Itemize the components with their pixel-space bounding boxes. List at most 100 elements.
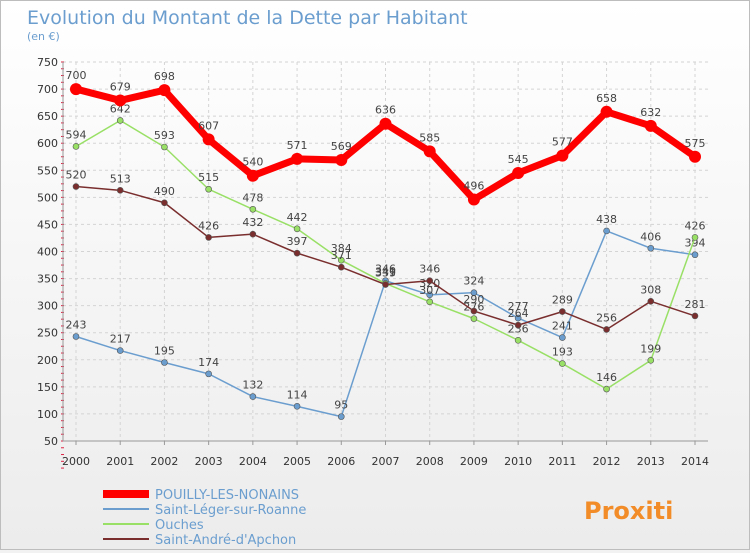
x-tick-label: 2000 <box>62 455 90 468</box>
data-label: 281 <box>685 298 706 311</box>
axes: 2000 2001 2002 2003 2004 2005 2006 2007 2008 2009… <box>37 56 709 469</box>
data-label: 577 <box>552 136 573 149</box>
data-point <box>423 145 436 158</box>
data-point <box>202 133 215 146</box>
data-label: 700 <box>66 69 87 82</box>
data-label: 195 <box>154 344 175 357</box>
data-point <box>161 359 168 366</box>
data-label: 174 <box>198 356 219 369</box>
data-point <box>559 360 566 367</box>
data-point <box>470 307 478 315</box>
y-tick-label: 450 <box>37 218 58 231</box>
data-point <box>644 119 657 132</box>
data-label: 636 <box>375 104 396 117</box>
y-tick-label: 200 <box>37 354 58 367</box>
data-point <box>335 153 348 166</box>
data-label: 585 <box>419 131 440 144</box>
data-label: 593 <box>154 129 175 142</box>
x-tick-label: 2007 <box>372 455 400 468</box>
data-point <box>559 334 566 341</box>
data-label: 520 <box>66 169 87 182</box>
data-label: 394 <box>685 237 706 250</box>
data-label: 346 <box>419 263 440 276</box>
data-label: 513 <box>110 172 131 185</box>
data-label: 256 <box>596 311 617 324</box>
data-label: 236 <box>508 322 529 335</box>
y-tick-label: 700 <box>37 83 58 96</box>
data-point <box>691 234 699 241</box>
y-tick-label: 400 <box>37 246 58 259</box>
data-label: 571 <box>287 139 308 152</box>
data-label: 241 <box>552 320 573 333</box>
chart-title: Evolution du Montant de la Dette par Hab… <box>27 7 468 29</box>
data-label: 264 <box>508 307 529 320</box>
data-label: 426 <box>198 219 219 232</box>
data-label: 496 <box>463 180 484 193</box>
data-point <box>70 83 82 96</box>
x-tick-label: 2006 <box>327 455 355 468</box>
data-point <box>116 117 124 124</box>
x-tick-label: 2002 <box>150 455 178 468</box>
data-point <box>337 263 345 271</box>
data-label: 289 <box>552 294 573 307</box>
data-point <box>689 150 701 163</box>
data-label: 426 <box>685 219 706 232</box>
data-point <box>647 357 655 364</box>
data-label: 95 <box>334 399 348 412</box>
data-label: 442 <box>287 211 308 224</box>
data-label: 658 <box>596 92 617 105</box>
data-label: 324 <box>463 275 484 288</box>
data-point <box>514 314 522 322</box>
data-point <box>514 336 522 344</box>
data-label: 438 <box>596 213 617 226</box>
data-label: 308 <box>640 283 661 296</box>
x-tick-label: 2003 <box>195 455 223 468</box>
data-point <box>337 413 345 420</box>
legend-label: Saint-André-d'Apchon <box>155 533 296 548</box>
data-point <box>559 308 566 315</box>
x-tick-label: 2009 <box>460 455 488 468</box>
chart-subtitle: (en €) <box>27 30 60 43</box>
data-point <box>647 244 655 252</box>
legend-label: POUILLY-LES-NONAINS <box>155 488 299 503</box>
x-tick-label: 2010 <box>504 455 532 468</box>
data-label: 341 <box>375 265 396 278</box>
data-label: 290 <box>463 293 484 306</box>
data-point <box>426 291 434 299</box>
data-label: 146 <box>596 371 617 384</box>
data-label: 346 <box>375 263 396 276</box>
data-label: 406 <box>640 230 661 243</box>
data-point <box>600 105 613 118</box>
data-label: 545 <box>508 153 529 166</box>
data-label: 199 <box>640 342 661 355</box>
data-label: 132 <box>242 379 263 392</box>
brand-logo: Proxiti <box>584 497 673 525</box>
y-tick-label: 750 <box>37 56 58 69</box>
data-label: 632 <box>640 106 661 119</box>
y-tick-label: 100 <box>37 408 58 421</box>
data-label: 384 <box>331 242 352 255</box>
data-label: 276 <box>463 301 484 314</box>
data-point <box>647 298 655 305</box>
data-point <box>426 277 434 285</box>
data-label: 277 <box>508 300 529 313</box>
x-tick-label: 2012 <box>593 455 621 468</box>
data-point <box>470 289 478 296</box>
data-point <box>72 143 80 150</box>
y-tick-label: 300 <box>37 300 58 313</box>
data-label: 193 <box>552 346 573 359</box>
data-point <box>382 281 389 288</box>
series: 2432171951741321149534632032427724143840… <box>66 69 706 420</box>
y-tick-label: 150 <box>37 381 58 394</box>
data-point <box>337 256 345 264</box>
data-label: 698 <box>154 70 175 83</box>
data-label: 540 <box>242 156 263 169</box>
data-label: 307 <box>419 284 440 297</box>
data-point <box>114 94 127 107</box>
data-point <box>249 205 257 213</box>
data-label: 243 <box>66 319 87 332</box>
data-point <box>426 298 434 306</box>
x-tick-label: 2004 <box>239 455 267 468</box>
